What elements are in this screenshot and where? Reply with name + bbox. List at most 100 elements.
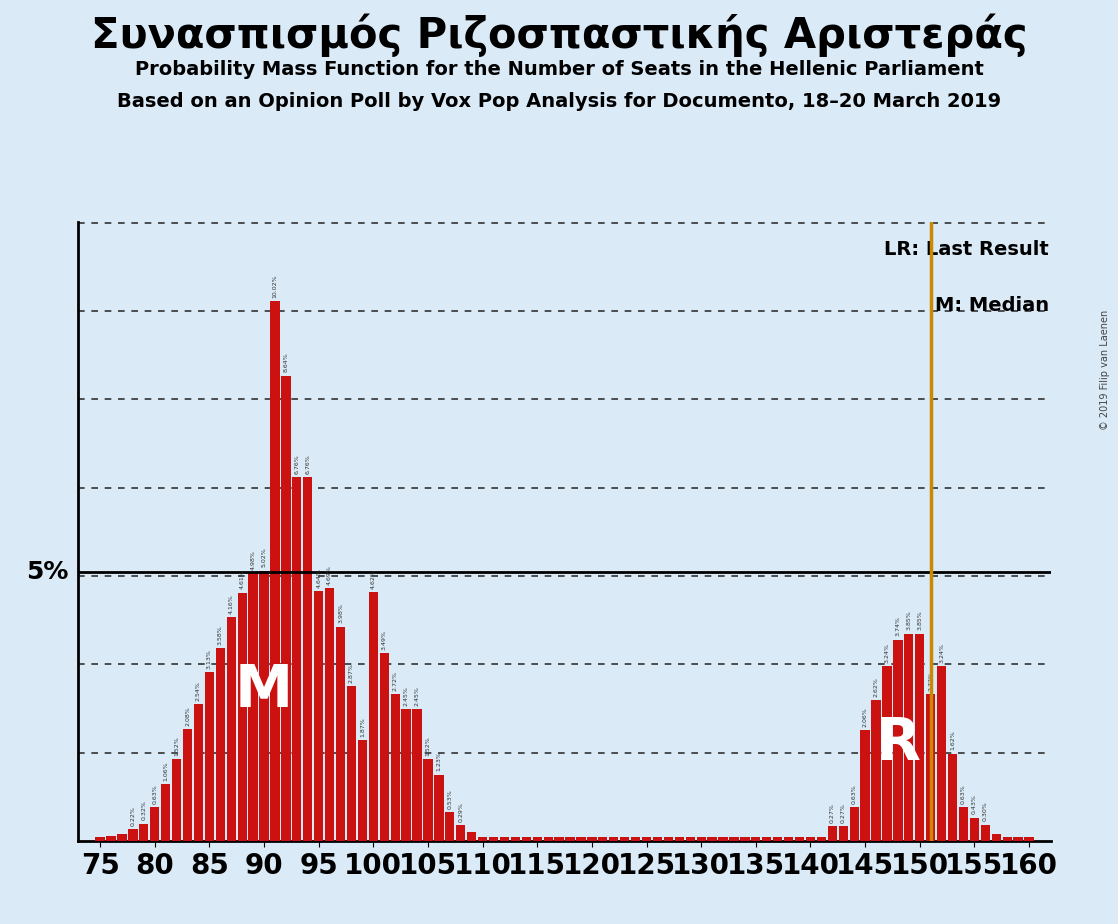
Bar — [489, 837, 499, 841]
Bar — [719, 837, 728, 841]
Bar — [445, 812, 455, 841]
Bar — [653, 837, 662, 841]
Bar — [522, 837, 531, 841]
Bar — [467, 832, 476, 841]
Bar — [577, 837, 586, 841]
Bar — [871, 699, 881, 841]
Bar — [259, 571, 268, 841]
Bar — [882, 666, 892, 841]
Text: 1.52%: 1.52% — [174, 736, 179, 756]
Text: 4.69%: 4.69% — [328, 565, 332, 585]
Bar — [401, 709, 410, 841]
Bar — [1024, 837, 1034, 841]
Bar — [129, 829, 138, 841]
Bar — [959, 807, 968, 841]
Bar — [216, 648, 225, 841]
Bar — [729, 837, 739, 841]
Bar — [620, 837, 629, 841]
Bar — [172, 759, 181, 841]
Bar — [893, 639, 902, 841]
Bar — [237, 592, 247, 841]
Text: 5.02%: 5.02% — [262, 548, 266, 567]
Bar — [1014, 837, 1023, 841]
Text: 2.06%: 2.06% — [863, 707, 868, 726]
Bar — [948, 754, 957, 841]
Bar — [271, 301, 280, 841]
Bar — [762, 837, 771, 841]
Bar — [708, 837, 717, 841]
Text: 1.52%: 1.52% — [426, 736, 430, 756]
Text: 5%: 5% — [26, 560, 68, 584]
Bar — [1003, 837, 1012, 841]
Text: 0.29%: 0.29% — [458, 802, 463, 822]
Bar — [664, 837, 673, 841]
Text: 0.53%: 0.53% — [447, 789, 453, 809]
Bar — [106, 836, 115, 841]
Text: 3.13%: 3.13% — [207, 650, 212, 669]
Bar — [358, 740, 367, 841]
Text: © 2019 Filip van Laenen: © 2019 Filip van Laenen — [1100, 310, 1110, 430]
Text: 4.64%: 4.64% — [316, 568, 321, 588]
Text: 10.02%: 10.02% — [273, 274, 277, 298]
Text: 3.74%: 3.74% — [896, 616, 900, 637]
Text: R: R — [875, 715, 920, 772]
Text: 4.16%: 4.16% — [229, 594, 234, 614]
Bar — [850, 807, 859, 841]
Bar — [642, 837, 651, 841]
Text: 0.63%: 0.63% — [852, 784, 856, 804]
Bar — [248, 573, 258, 841]
Text: 4.62%: 4.62% — [371, 569, 376, 589]
Bar — [479, 837, 487, 841]
Bar — [424, 759, 433, 841]
Bar — [587, 837, 597, 841]
Bar — [390, 695, 400, 841]
Text: Based on an Opinion Poll by Vox Pop Analysis for Documento, 18–20 March 2019: Based on an Opinion Poll by Vox Pop Anal… — [117, 92, 1001, 112]
Text: 2.54%: 2.54% — [196, 681, 201, 701]
Bar — [697, 837, 705, 841]
Bar — [456, 825, 465, 841]
Bar — [413, 709, 421, 841]
Bar — [314, 591, 323, 841]
Text: Συνασπισμός Ριζοσπαστικής Αριστεράς: Συνασπισμός Ριζοσπαστικής Αριστεράς — [91, 14, 1027, 57]
Text: 3.58%: 3.58% — [218, 626, 222, 645]
Bar — [685, 837, 695, 841]
Bar — [335, 626, 345, 841]
Text: 3.24%: 3.24% — [939, 643, 944, 663]
Bar — [773, 837, 783, 841]
Text: 0.30%: 0.30% — [983, 802, 988, 821]
Bar — [511, 837, 520, 841]
Bar — [369, 592, 378, 841]
Text: 3.85%: 3.85% — [917, 611, 922, 630]
Text: 8.64%: 8.64% — [283, 353, 288, 372]
Bar — [992, 833, 1001, 841]
Bar — [806, 837, 815, 841]
Text: 0.43%: 0.43% — [972, 795, 977, 814]
Text: M: Median: M: Median — [935, 296, 1049, 315]
Bar — [631, 837, 641, 841]
Bar — [740, 837, 749, 841]
Text: 2.45%: 2.45% — [404, 686, 408, 706]
Text: 0.27%: 0.27% — [841, 803, 846, 823]
Text: 3.85%: 3.85% — [907, 611, 911, 630]
Bar — [139, 823, 149, 841]
Text: 0.32%: 0.32% — [141, 800, 146, 821]
Bar — [926, 695, 936, 841]
Bar — [500, 837, 509, 841]
Bar — [532, 837, 542, 841]
Bar — [937, 666, 946, 841]
Text: 0.63%: 0.63% — [961, 784, 966, 804]
Bar — [434, 774, 444, 841]
Bar — [205, 673, 214, 841]
Text: 0.27%: 0.27% — [830, 803, 835, 823]
Bar — [817, 837, 826, 841]
Bar — [325, 589, 334, 841]
Text: 2.72%: 2.72% — [928, 671, 934, 691]
Bar — [150, 807, 160, 841]
Bar — [861, 730, 870, 841]
Bar — [193, 704, 203, 841]
Bar — [227, 617, 236, 841]
Text: 3.98%: 3.98% — [338, 603, 343, 624]
Text: 2.08%: 2.08% — [186, 706, 190, 725]
Bar — [95, 837, 105, 841]
Bar — [904, 634, 913, 841]
